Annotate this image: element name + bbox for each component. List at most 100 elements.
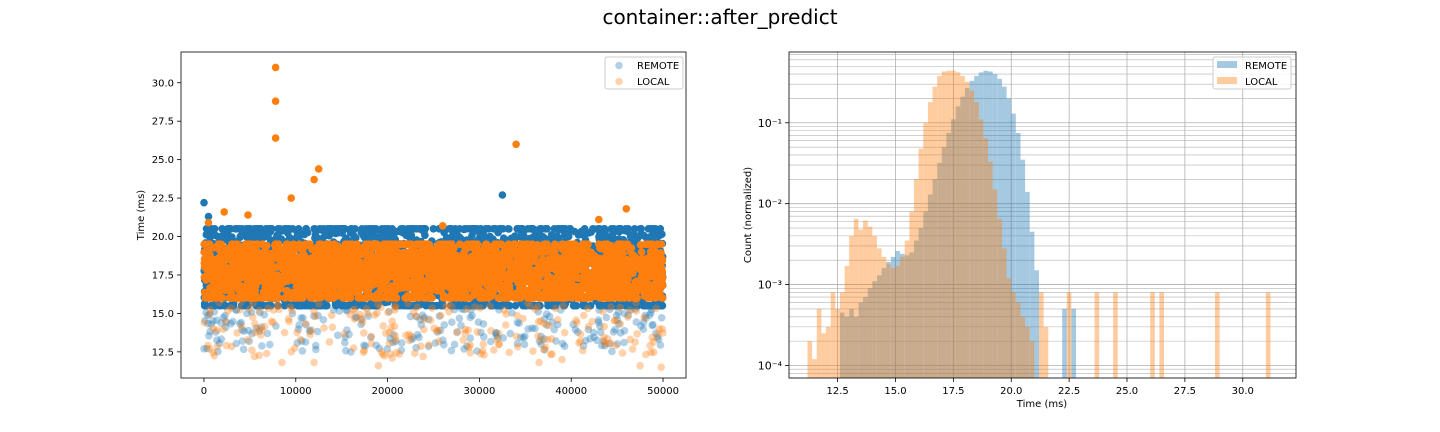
scatter-point [513,339,522,348]
scatter-point [447,346,456,355]
scatter-point [413,301,421,310]
scatter-point [243,309,251,318]
scatter-point [516,333,525,342]
scatter-point [236,281,244,289]
scatter-point [498,191,507,199]
scatter-point [347,225,356,233]
scatter-point [288,309,297,318]
scatter-point [343,326,351,334]
scatter-point [637,225,645,233]
scatter-point [633,301,642,310]
scatter-point [316,225,324,233]
scatter-point [620,338,628,347]
scatter-point [214,347,222,356]
scatter-point [625,294,633,302]
scatter-point [367,333,375,342]
scatter-point [202,230,211,239]
scatter-point [213,316,221,325]
scatter-point [237,318,245,327]
scatter-point [436,326,445,335]
scatter-point [381,225,389,233]
scatter-point [342,346,350,355]
scatter-point [482,240,491,248]
scatter-point [471,227,480,235]
scatter-point [273,231,282,239]
scatter-point [656,225,665,233]
scatter-point [611,325,619,334]
scatter-point [351,313,360,322]
scatter-point [270,254,278,262]
scatter-point [415,333,423,342]
scatter-point [533,241,542,249]
scatter-point [598,301,606,310]
scatter-point [397,225,405,233]
scatter-point [552,337,560,345]
scatter-point [475,301,483,310]
scatter-point [594,318,603,327]
scatter-point [283,229,292,237]
scatter-point [299,314,307,322]
scatter-point [424,315,433,324]
scatter-point [413,330,422,339]
scatter-point [266,340,274,349]
scatter-point [542,321,551,329]
scatter-point [439,336,447,345]
scatter-point [572,301,581,310]
scatter-point [358,315,366,324]
scatter-point [222,318,231,326]
scatter-point [389,338,397,347]
scatter-point [630,225,639,233]
scatter-point [274,279,283,288]
scatter-point [391,337,400,346]
scatter-point [357,320,365,329]
scatter-point [540,335,549,343]
scatter-point [521,332,529,341]
scatter-point [624,311,632,320]
scatter-point [336,225,345,233]
scatter-point [649,320,657,329]
scatter-point [386,233,394,242]
scatter-point [306,326,314,335]
scatter-point [465,294,474,302]
scatter-point [489,301,497,310]
scatter-point [204,319,212,328]
scatter-point [504,294,513,302]
scatter-point [554,320,562,329]
scatter-point [517,230,526,239]
scatter-point [328,294,337,302]
scatter-point [495,301,504,310]
scatter-point [606,305,614,314]
scatter-point [453,272,461,281]
scatter-point [218,225,226,233]
scatter-point [320,258,328,267]
scatter-point [206,327,214,336]
scatter-point [314,311,322,320]
scatter-point [649,230,657,238]
scatter-point [440,228,448,237]
scatter-point [398,339,406,347]
scatter-point [537,332,545,341]
scatter-point [350,232,358,240]
scatter-point [599,337,608,345]
scatter-point [412,312,421,321]
scatter-point [602,313,611,322]
scatter-point [263,329,272,338]
scatter-point [589,328,598,337]
scatter-point [244,326,253,335]
scatter-point [333,331,342,340]
scatter-point [373,233,382,242]
scatter-point [534,308,543,316]
scatter-point [597,341,606,350]
scatter-point [232,306,240,314]
scatter-point [528,324,536,333]
scatter-point [513,318,522,327]
scatter-point [303,228,312,237]
scatter-point [535,337,544,346]
scatter-point [542,310,551,318]
scatter-point [370,300,379,309]
scatter-point [659,294,667,302]
scatter-point [639,318,648,327]
scatter-point [641,301,649,310]
scatter-point [609,328,618,336]
